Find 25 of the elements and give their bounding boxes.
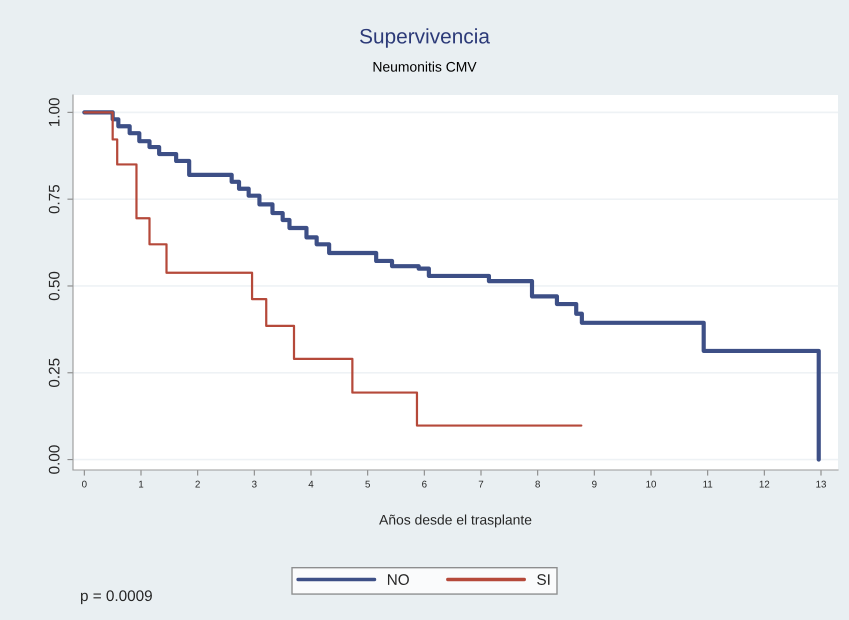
x-tick-label: 5 <box>365 480 370 488</box>
chart-title: Supervivencia <box>360 28 490 48</box>
x-tick-label: 11 <box>703 480 712 488</box>
x-tick-label: 6 <box>422 480 427 488</box>
y-tick-label: 0.00 <box>48 445 60 474</box>
text: p = 0.0009 <box>80 590 152 604</box>
chart-subtitle: Neumonitis CMV <box>374 62 477 72</box>
x-tick-label: 2 <box>195 480 200 488</box>
y-tick-label: 0.50 <box>48 272 60 300</box>
x-tick-label: 0 <box>82 480 87 488</box>
x-tick-label: 3 <box>252 480 257 488</box>
legend-label: NO <box>388 574 409 585</box>
y-tick-label: 1.00 <box>48 98 60 126</box>
x-tick-label: 4 <box>308 480 314 488</box>
x-tick-label: 13 <box>816 480 826 488</box>
x-tick-label: 1 <box>139 480 144 488</box>
x-tick-label: 10 <box>646 480 656 488</box>
y-tick-label: 0.25 <box>48 358 60 388</box>
x-tick-label: 9 <box>592 480 597 488</box>
legend-label: SI <box>537 574 550 585</box>
x-axis-title: Años desde el trasplante <box>379 514 532 528</box>
x-tick-label: 8 <box>535 480 540 488</box>
x-tick-label: 12 <box>760 480 770 488</box>
x-tick-label: 7 <box>478 480 484 488</box>
y-tick-label: 0.75 <box>48 184 60 214</box>
